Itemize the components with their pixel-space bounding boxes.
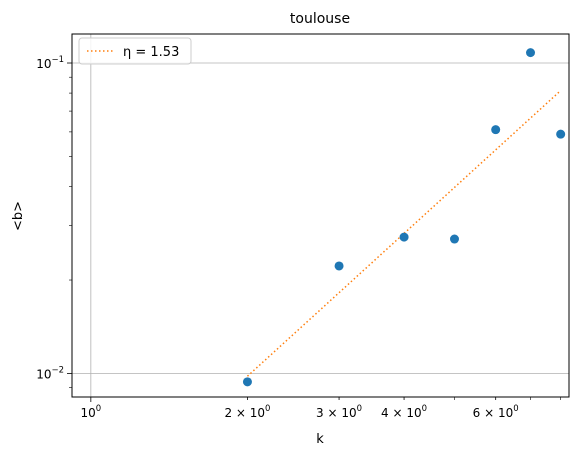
grid-lines [72, 34, 569, 397]
x-axis-ticks: 100 2 × 100 3 × 100 4 × 100 6 × 100 [80, 397, 519, 420]
data-point [334, 261, 344, 271]
data-point [449, 234, 459, 244]
data-point [526, 48, 536, 58]
legend-box [78, 37, 192, 65]
plot-frame [71, 33, 570, 398]
chart-title: toulouse [290, 11, 350, 27]
legend-label: η = 1.53 [123, 45, 179, 60]
x-tick-label: 100 [80, 404, 101, 420]
data-point [242, 377, 252, 387]
y-axis-ticks: 10−2 10−1 [36, 55, 72, 388]
data-point [556, 129, 566, 139]
y-tick-label: 10−2 [36, 365, 64, 381]
x-tick-label: 4 × 100 [381, 404, 427, 420]
x-tick-label: 6 × 100 [473, 404, 519, 420]
data-point [491, 125, 501, 135]
y-tick-label: 10−1 [36, 55, 64, 71]
legend: η = 1.53 [78, 37, 192, 65]
fit-line-layer [246, 90, 562, 377]
x-tick-label: 3 × 100 [316, 404, 362, 420]
y-axis-label: <b> [11, 201, 26, 231]
data-point [399, 232, 409, 242]
fit-line [246, 90, 562, 377]
x-axis-label: k [316, 432, 324, 447]
data-points-layer [242, 48, 566, 387]
x-tick-label: 2 × 100 [224, 404, 270, 420]
